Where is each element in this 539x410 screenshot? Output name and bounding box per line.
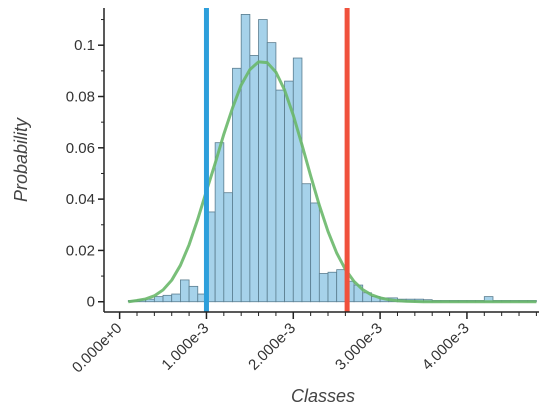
histogram-bar [249,55,259,303]
x-tick-label: 1.000e-3 [158,320,212,374]
y-tick-label: 0.08 [66,89,95,106]
histogram-bar [240,14,251,303]
histogram-bar [318,273,329,303]
x-tick-label: 4.000e-3 [419,320,473,374]
y-tick-label: 0 [87,294,95,311]
histogram-bar [292,57,303,303]
histogram-bar [275,89,286,303]
histogram-bar [266,42,277,303]
histogram-bar [162,294,173,303]
y-tick-label: 0.1 [74,37,95,54]
x-axis-title: Classes [291,386,355,406]
x-tick-group: 0.000e+0 1.000e-3 2.000e-3 3.000e-3 4.000e-3 [69,312,537,376]
x-tick-label: 3.000e-3 [332,320,386,374]
y-tick-label: 0.04 [66,191,95,208]
histogram-bar [171,293,181,303]
x-tick-label: 2.000e-3 [245,320,299,374]
axes [103,8,539,313]
y-tick-label: 0.02 [66,242,95,259]
x-tick-label: 0.000e+0 [69,320,126,377]
y-tick-group: 0 0.02 0.04 0.06 0.08 0.1 [66,19,104,311]
y-tick-label: 0.06 [66,140,95,157]
histogram-bar [188,285,199,303]
density-curve [128,60,537,304]
histogram-bar [180,279,190,303]
histogram-bar [153,296,164,303]
histogram-bar [310,202,320,303]
histogram-bar [336,269,346,303]
y-axis-title: Probability [11,117,31,202]
histogram-bar [327,271,338,303]
marker-lines [203,8,350,312]
histogram-bar [214,142,225,303]
histogram-bar [223,192,233,303]
histogram-bar [301,183,312,303]
histogram-bars [127,14,537,303]
density-curves [128,60,537,304]
